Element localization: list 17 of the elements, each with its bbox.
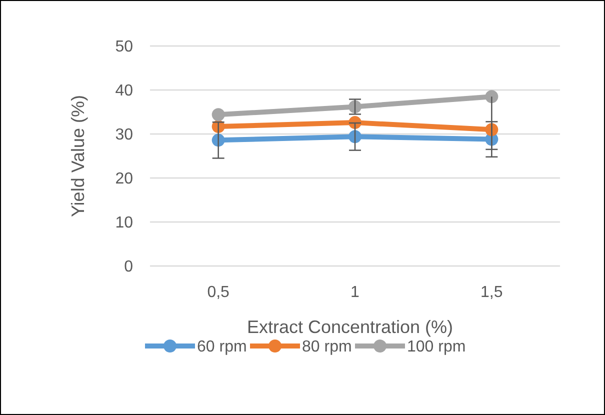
x-axis-title: Extract Concentration (%): [246, 317, 454, 337]
x-tick-label: 0,5: [207, 284, 230, 301]
x-tick-label: 1: [350, 284, 360, 301]
y-tick-label: 0: [124, 258, 134, 276]
point: [212, 108, 225, 122]
legend-label: 100 rpm: [407, 338, 466, 356]
y-tick-label: 10: [115, 214, 134, 232]
y-tick-label: 40: [115, 82, 134, 100]
y-tick-label: 20: [115, 170, 134, 188]
legend-label: 60 rpm: [197, 338, 247, 356]
legend-label: 80 rpm: [302, 338, 352, 356]
point: [485, 90, 498, 104]
y-tick-label: 50: [115, 38, 134, 56]
point: [348, 130, 362, 144]
y-tick-label: 30: [115, 126, 134, 144]
y-axis-title: Yield Value (%): [68, 94, 88, 218]
x-tick-label: 1,5: [480, 284, 503, 301]
